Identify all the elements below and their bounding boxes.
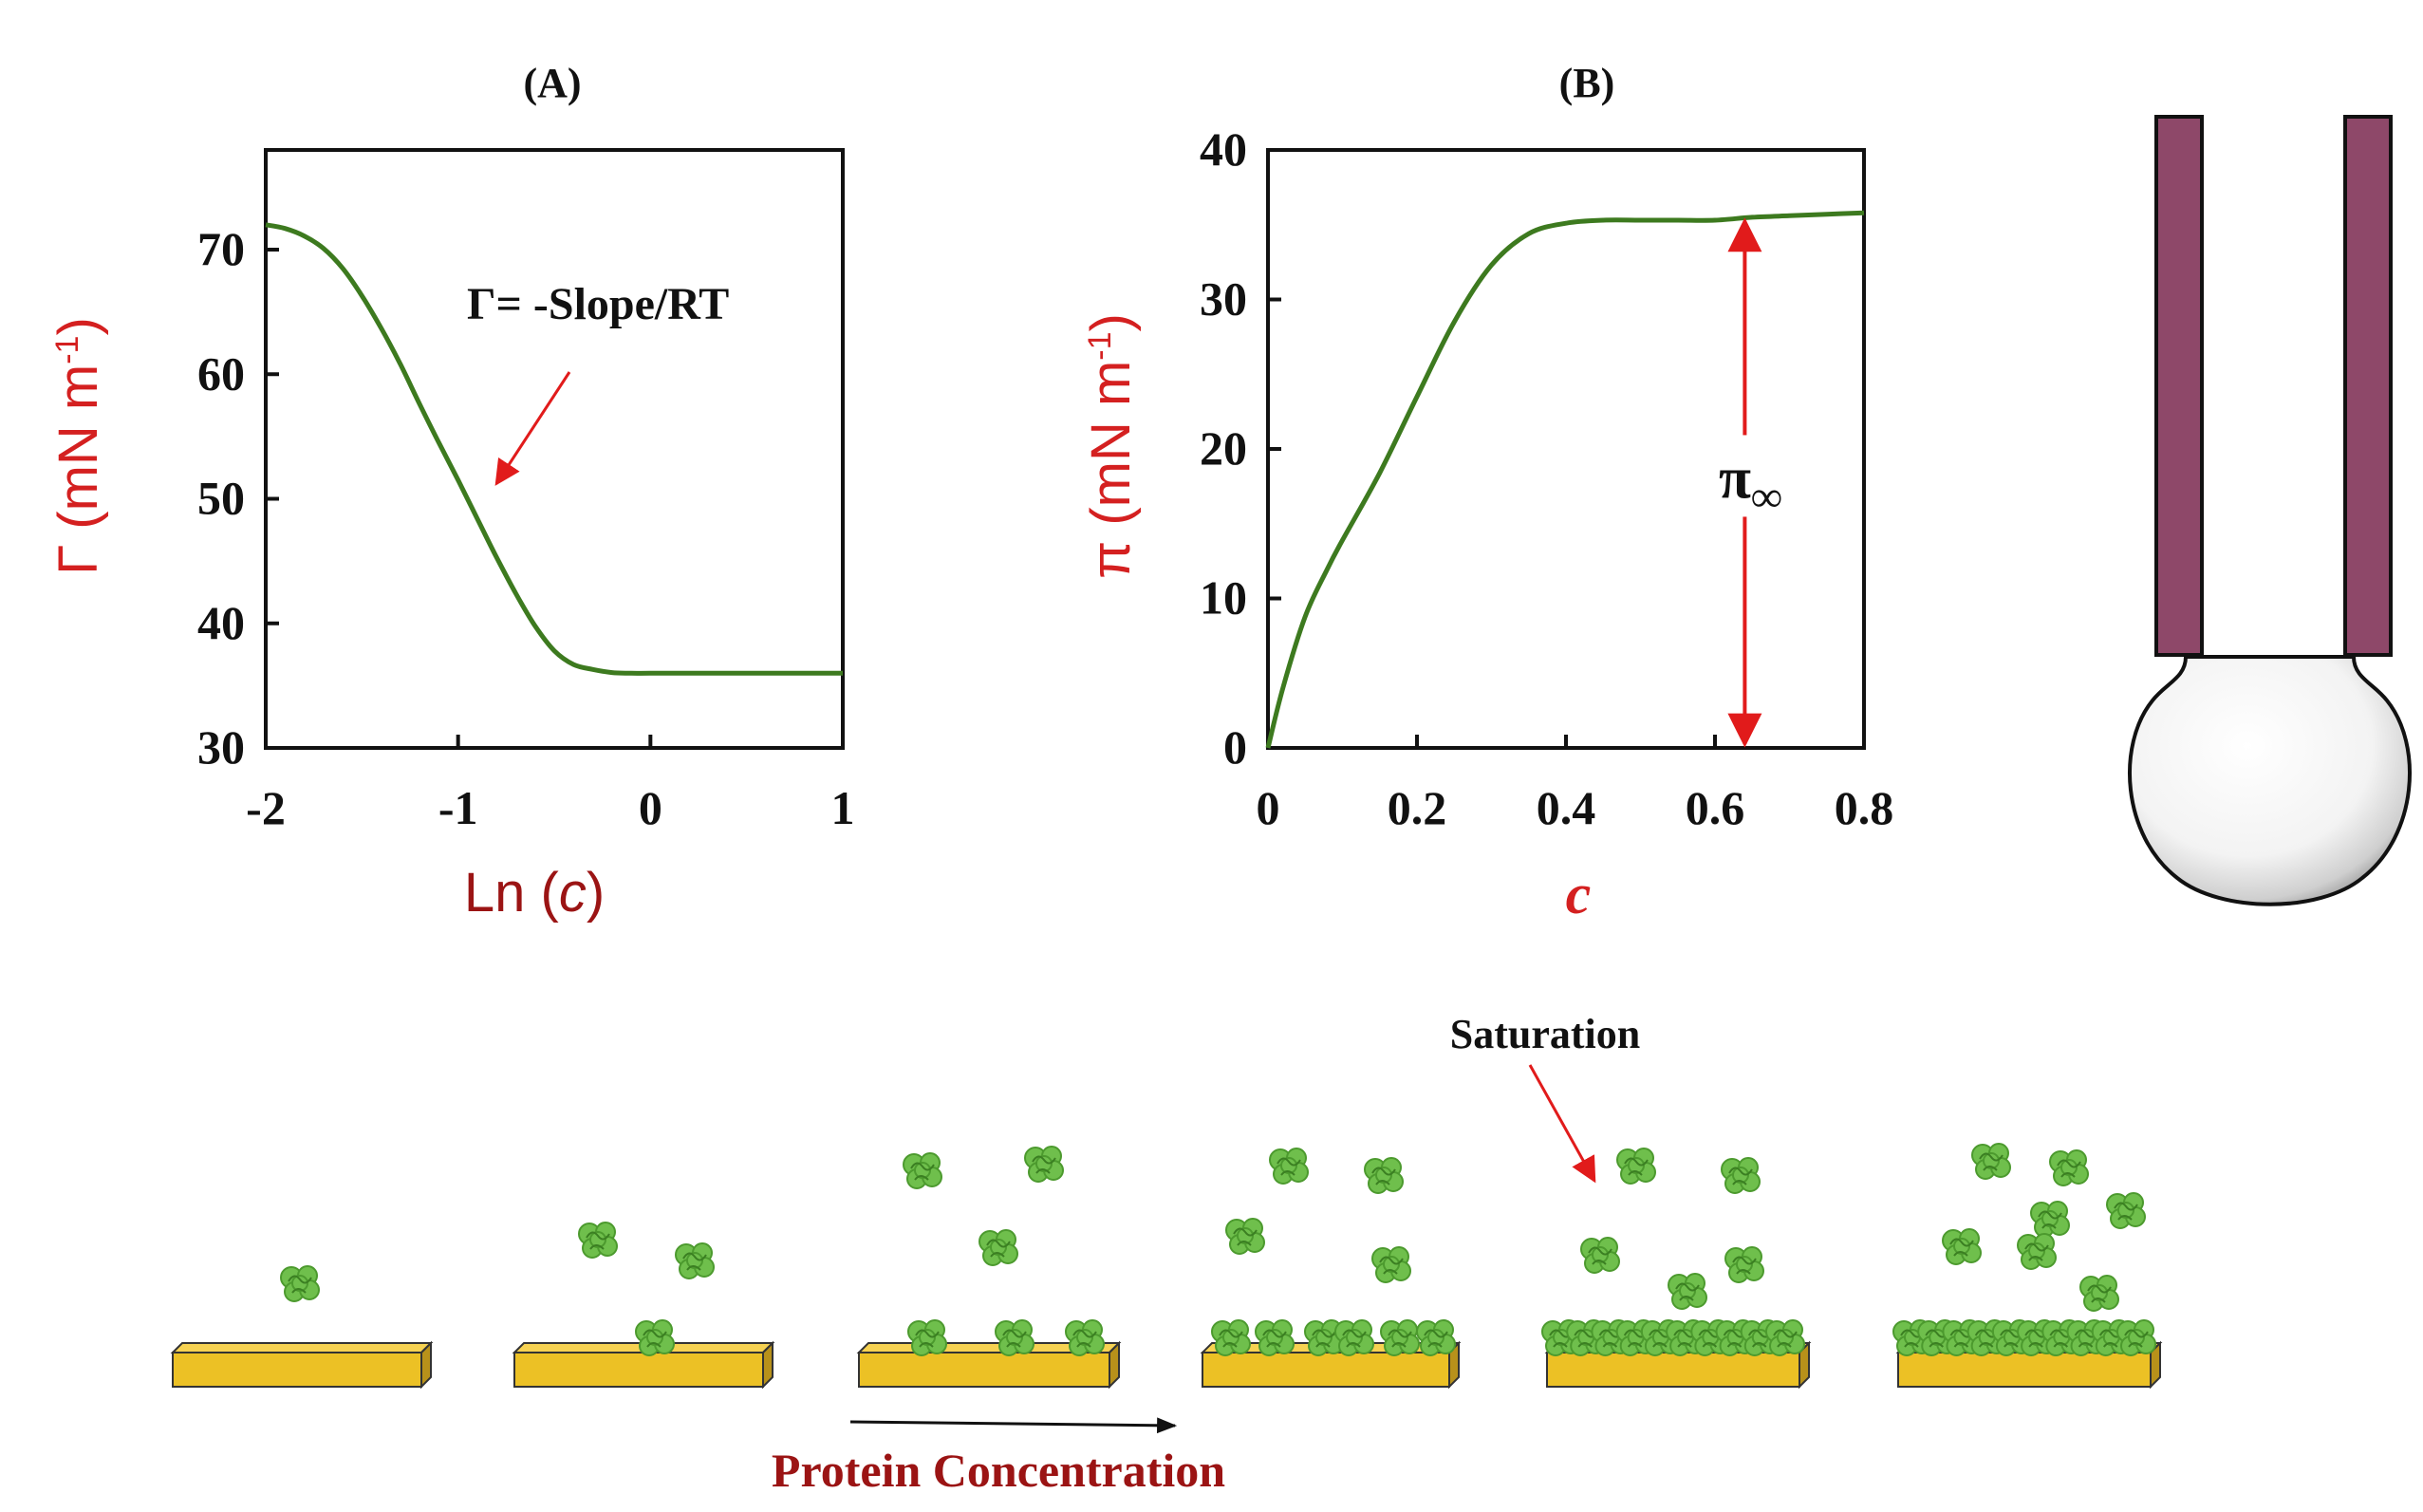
protein-molecule: [2049, 1149, 2089, 1186]
slab-side-face: [1799, 1340, 1810, 1390]
chart-a-x-axis-title: Ln (c): [464, 862, 605, 924]
protein-molecule: [1416, 1319, 1456, 1356]
protein-molecule: [1724, 1246, 1764, 1283]
protein-molecule: [635, 1319, 675, 1356]
protein-molecule: [1364, 1157, 1404, 1194]
protein-molecule: [675, 1242, 715, 1279]
chart-a-x-ticks: -2 -1 0 1: [246, 735, 855, 834]
needle-right-wall: [2343, 115, 2393, 657]
chart-b-y-tick-label: 20: [1200, 421, 1247, 475]
saturation-arrow: [1528, 1064, 1596, 1184]
protein-molecule: [979, 1229, 1018, 1266]
protein-molecule: [1765, 1319, 1805, 1356]
chart-a-y-tick-label: 60: [197, 346, 245, 400]
protein-molecule: [1065, 1319, 1105, 1356]
protein-molecule: [1211, 1319, 1251, 1356]
interface-slabs: [170, 1340, 2163, 1390]
slab-front-face: [1546, 1352, 1800, 1388]
protein-molecule: [903, 1152, 942, 1189]
slab-side-face: [2150, 1340, 2161, 1390]
slab-front-face: [1897, 1352, 2152, 1388]
slab-side-face: [762, 1340, 773, 1390]
protein-molecule: [2017, 1233, 2057, 1270]
protein-molecule: [2116, 1319, 2156, 1356]
protein-molecule: [1269, 1148, 1309, 1185]
chart-b-x-axis-title: c: [1566, 863, 1592, 925]
pendant-drop-tensiometer: [2128, 115, 2412, 906]
protein-molecule: [1971, 1143, 2011, 1180]
chart-b-x-tick-label: 0.4: [1537, 781, 1596, 834]
protein-molecule: [1991, 1319, 2032, 1356]
chart-b-series-line: [1265, 210, 1865, 749]
protein-molecule: [578, 1222, 618, 1259]
protein-molecule: [1024, 1146, 1064, 1183]
protein-molecule: [995, 1319, 1034, 1356]
slab-side-face: [420, 1340, 432, 1390]
slab-front-face: [172, 1352, 422, 1388]
adsorption-schematic: Saturation Protein Concentration: [170, 1011, 2163, 1497]
protein-molecule: [2079, 1275, 2119, 1312]
chart-b-y-axis-title: π (mN m-1): [1080, 313, 1142, 579]
chart-a-x-tick-label: -2: [246, 781, 286, 834]
protein-molecule: [1666, 1319, 1706, 1356]
pendant-drop: [2128, 655, 2412, 906]
chart-a-y-tick-label: 30: [197, 720, 245, 774]
chart-a-y-ticks: 30 40 50 60 70: [197, 222, 279, 774]
chart-b-x-tick-label: 0.2: [1388, 781, 1447, 834]
protein-molecule: [2106, 1192, 2146, 1229]
chart-a-x-tick-label: -1: [438, 781, 478, 834]
protein-molecule: [907, 1319, 947, 1356]
chart-b-title: (B): [1559, 60, 1615, 106]
chart-a-series-line: [265, 222, 843, 676]
chart-a-plot-frame: [264, 148, 845, 750]
slab-front-face: [1202, 1352, 1450, 1388]
slab-side-face: [1109, 1340, 1120, 1390]
needle-left-wall: [2154, 115, 2204, 657]
chart-b: (B) 0 10 20 30 40 0 0.2 0.4 0.6 0.8 π∞ π (mN m-1…: [1080, 60, 1893, 925]
protein-molecule: [1225, 1218, 1265, 1255]
chart-b-y-tick-label: 40: [1200, 122, 1247, 176]
chart-b-x-ticks: 0 0.2 0.4 0.6 0.8: [1257, 735, 1894, 834]
chart-b-y-ticks: 0 10 20 30 40: [1200, 122, 1281, 774]
protein-molecule: [1616, 1148, 1656, 1185]
protein-molecule: [2030, 1201, 2070, 1238]
chart-a-annotation-arrow: [494, 371, 571, 486]
chart-a-title: (A): [523, 60, 581, 106]
protein-molecules: [280, 1143, 2156, 1356]
chart-b-x-tick-label: 0.6: [1686, 781, 1745, 834]
protein-molecule: [1668, 1273, 1707, 1310]
chart-b-x-tick-label: 0.8: [1835, 781, 1894, 834]
chart-a-x-tick-label: 0: [639, 781, 662, 834]
chart-a-y-tick-label: 40: [197, 596, 245, 649]
protein-molecule: [1942, 1228, 1982, 1265]
chart-b-x-tick-label: 0: [1257, 781, 1280, 834]
saturation-label: Saturation: [1450, 1011, 1640, 1057]
protein-molecule: [1334, 1319, 1374, 1356]
protein-molecule: [1380, 1319, 1420, 1356]
chart-a-annotation-text: Γ= -Slope/RT: [467, 279, 729, 329]
chart-b-arrow-label-background: [1695, 435, 1795, 517]
protein-molecule: [280, 1265, 320, 1302]
chart-b-pi-infinity-label: π∞: [1719, 446, 1782, 520]
chart-a-y-tick-label: 70: [197, 222, 245, 275]
protein-molecule: [1721, 1157, 1761, 1194]
protein-molecule: [1255, 1319, 1295, 1356]
slab-top-face: [170, 1342, 434, 1353]
slab-front-face: [858, 1352, 1110, 1388]
chart-b-y-tick-label: 0: [1223, 720, 1247, 774]
protein-molecule: [1580, 1237, 1620, 1274]
chart-a-y-tick-label: 50: [197, 472, 245, 525]
chart-a-x-tick-label: 1: [831, 781, 855, 834]
protein-concentration-label: Protein Concentration: [772, 1444, 1225, 1497]
protein-molecule: [1371, 1246, 1411, 1283]
concentration-arrow: [849, 1417, 1178, 1434]
chart-a-y-axis-title: Γ (mN m-1): [47, 317, 109, 575]
slab-front-face: [513, 1352, 764, 1388]
chart-b-y-tick-label: 30: [1200, 272, 1247, 326]
chart-b-y-tick-label: 10: [1200, 571, 1247, 625]
